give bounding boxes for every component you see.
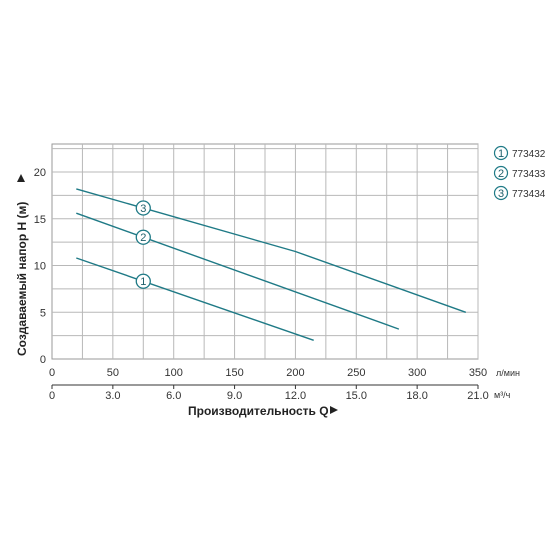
x-tick-label-secondary: 15.0	[346, 390, 367, 402]
legend: 1 773432 2 773433 3 773434	[493, 145, 546, 201]
x-tick-label-secondary: 3.0	[105, 390, 120, 402]
x-tick-label-secondary: 18.0	[406, 390, 427, 402]
x-tick-label-secondary: 0	[49, 390, 55, 402]
legend-marker-label-2: 2	[498, 168, 504, 180]
x-tick-label: 350	[469, 367, 487, 379]
y-tick-label: 5	[40, 307, 46, 319]
legend-marker-2	[493, 165, 509, 181]
x-axis-arrow-icon	[330, 406, 338, 414]
x-axis-label: Производительность Q	[188, 404, 329, 418]
legend-marker-3	[493, 185, 509, 201]
x-tick-label-secondary: 21.0	[467, 390, 488, 402]
series-line-1	[76, 257, 314, 341]
x-tick-label-secondary: 6.0	[166, 390, 181, 402]
legend-entry-1: 773432	[512, 149, 546, 160]
y-axis-title: Создаваемый напор H (м)	[15, 174, 29, 356]
y-axis-arrow-icon	[17, 174, 25, 182]
x-tick-label: 300	[408, 367, 426, 379]
x-tick-label: 200	[286, 367, 304, 379]
series-marker-2	[135, 229, 151, 245]
x-tick-labels: 0 50 100 150 200 250 300 350	[49, 367, 487, 379]
legend-entry-2: 773433	[512, 169, 546, 180]
x-tick-label: 100	[165, 367, 183, 379]
series-line-2	[76, 212, 400, 330]
x-tick-label: 50	[107, 367, 119, 379]
series-layer: 1 2 3	[76, 188, 467, 341]
x-tick-label: 250	[347, 367, 365, 379]
y-tick-label: 0	[40, 354, 46, 366]
y-tick-label: 20	[34, 167, 46, 179]
x-unit-secondary: м³/ч	[494, 390, 511, 400]
series-marker-1	[135, 273, 151, 289]
x-tick-label-secondary: 12.0	[285, 390, 306, 402]
x-tick-label: 0	[49, 367, 55, 379]
series-marker-3	[135, 200, 151, 216]
legend-marker-label-3: 3	[498, 188, 504, 200]
y-axis-label: Создаваемый напор H (м)	[15, 202, 29, 356]
x-tick-label: 150	[225, 367, 243, 379]
legend-entry-3: 773434	[512, 189, 546, 200]
legend-marker-label-1: 1	[498, 148, 504, 160]
y-tick-label: 10	[34, 261, 46, 273]
series-marker-label-2: 2	[140, 232, 146, 244]
x-unit-primary: л/мин	[496, 368, 520, 378]
y-tick-label: 15	[34, 214, 46, 226]
x-tick-label-secondary: 9.0	[227, 390, 242, 402]
series-line-3	[76, 188, 467, 313]
legend-marker-1	[493, 145, 509, 161]
series-marker-label-3: 3	[140, 203, 146, 215]
y-tick-labels: 0 5 10 15 20	[34, 167, 46, 366]
x-axis-title: Производительность Q	[188, 404, 338, 418]
series-marker-label-1: 1	[140, 276, 146, 288]
x-tick-labels-secondary: 0 3.0 6.0 9.0 12.0 15.0 18.0 21.0	[49, 384, 489, 402]
grid	[51, 143, 479, 360]
